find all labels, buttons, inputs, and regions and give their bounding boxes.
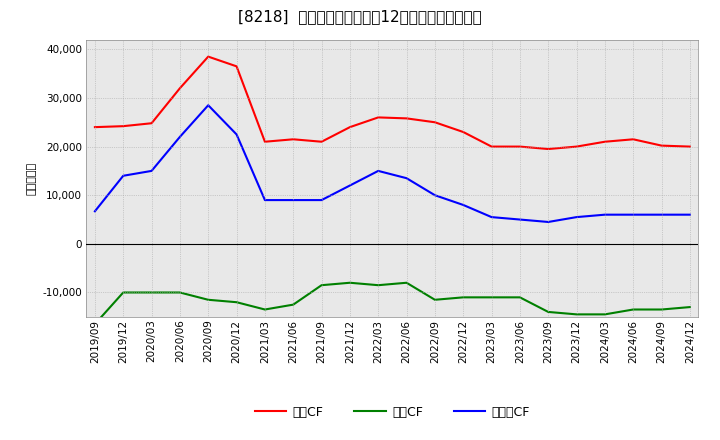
フリーCF [685, 212, 694, 217]
投資CF [289, 302, 297, 307]
フリーCF [176, 134, 184, 139]
営業CF [431, 120, 439, 125]
Line: フリーCF: フリーCF [95, 105, 690, 222]
フリーCF [204, 103, 212, 108]
フリーCF [119, 173, 127, 178]
フリーCF [516, 217, 524, 222]
Text: [8218]  キャッシュフローの12か月移動合計の推移: [8218] キャッシュフローの12か月移動合計の推移 [238, 9, 482, 24]
営業CF [487, 144, 496, 149]
営業CF [657, 143, 666, 148]
営業CF [629, 137, 637, 142]
投資CF [487, 295, 496, 300]
投資CF [233, 300, 241, 305]
フリーCF [346, 183, 354, 188]
フリーCF [544, 219, 552, 224]
投資CF [261, 307, 269, 312]
投資CF [600, 312, 609, 317]
投資CF [629, 307, 637, 312]
営業CF [318, 139, 326, 144]
フリーCF [233, 132, 241, 137]
投資CF [204, 297, 212, 302]
営業CF [91, 125, 99, 130]
フリーCF [261, 198, 269, 203]
投資CF [685, 304, 694, 310]
投資CF [657, 307, 666, 312]
営業CF [176, 86, 184, 91]
Y-axis label: （百万円）: （百万円） [27, 161, 37, 195]
営業CF [374, 115, 382, 120]
フリーCF [657, 212, 666, 217]
営業CF [572, 144, 581, 149]
フリーCF [91, 209, 99, 214]
フリーCF [629, 212, 637, 217]
フリーCF [374, 168, 382, 173]
投資CF [544, 309, 552, 315]
営業CF [204, 54, 212, 59]
Line: 投資CF: 投資CF [95, 283, 690, 324]
営業CF [544, 147, 552, 152]
営業CF [148, 121, 156, 126]
フリーCF [289, 198, 297, 203]
投資CF [318, 282, 326, 288]
営業CF [233, 64, 241, 69]
投資CF [516, 295, 524, 300]
投資CF [119, 290, 127, 295]
営業CF [402, 116, 411, 121]
営業CF [685, 144, 694, 149]
投資CF [148, 290, 156, 295]
投資CF [91, 322, 99, 327]
営業CF [289, 137, 297, 142]
営業CF [346, 125, 354, 130]
営業CF [516, 144, 524, 149]
フリーCF [572, 214, 581, 220]
投資CF [176, 290, 184, 295]
営業CF [600, 139, 609, 144]
フリーCF [459, 202, 467, 208]
営業CF [119, 124, 127, 129]
投資CF [572, 312, 581, 317]
Line: 営業CF: 営業CF [95, 57, 690, 149]
投資CF [374, 282, 382, 288]
フリーCF [318, 198, 326, 203]
営業CF [261, 139, 269, 144]
フリーCF [402, 176, 411, 181]
投資CF [402, 280, 411, 286]
フリーCF [148, 168, 156, 173]
投資CF [346, 280, 354, 286]
Legend: 営業CF, 投資CF, フリーCF: 営業CF, 投資CF, フリーCF [250, 401, 535, 424]
投資CF [459, 295, 467, 300]
フリーCF [487, 214, 496, 220]
営業CF [459, 129, 467, 135]
投資CF [431, 297, 439, 302]
フリーCF [600, 212, 609, 217]
フリーCF [431, 193, 439, 198]
